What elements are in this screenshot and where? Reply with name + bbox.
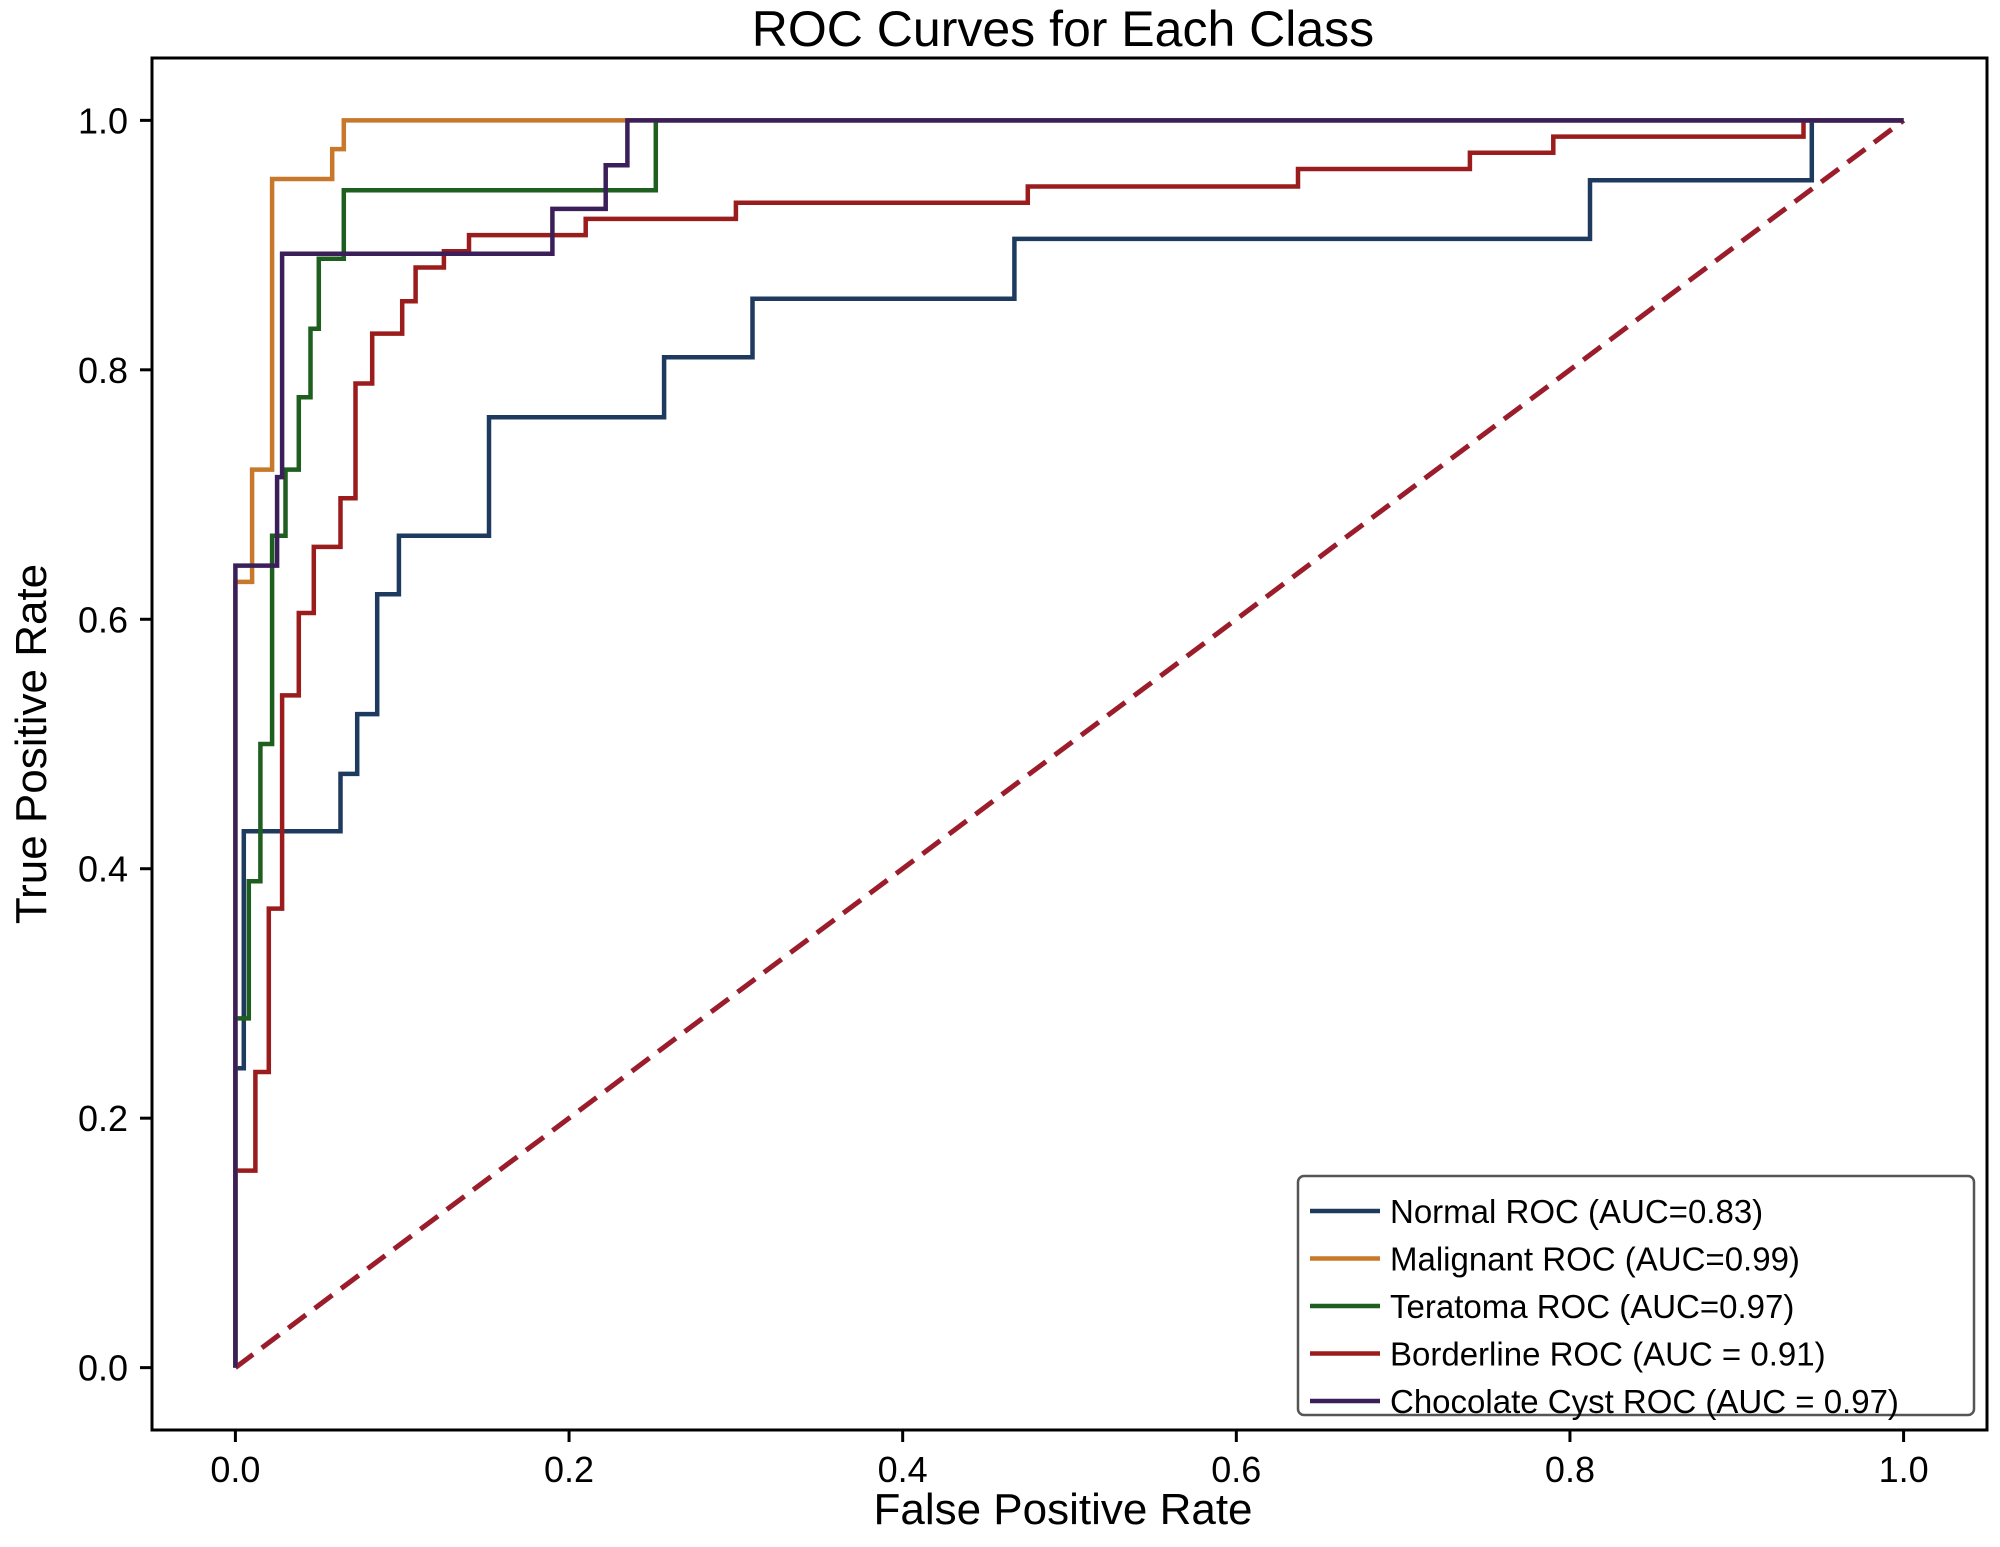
legend-box <box>1296 1174 1976 1417</box>
y-tick-label: 1.0 <box>78 100 128 141</box>
legend-label-borderline: Borderline ROC (AUC = 0.91) <box>1390 1336 1826 1373</box>
x-axis-label: False Positive Rate <box>873 1485 1252 1534</box>
chocolate-cyst-roc-curve <box>233 118 1904 1368</box>
legend-label-normal: Normal ROC (AUC=0.83) <box>1390 1193 1763 1230</box>
chance-line <box>233 118 1906 1370</box>
borderline-roc-curve <box>233 118 1904 1368</box>
x-axis: 0.0 0.2 0.4 0.6 0.8 1.0 <box>210 1430 1929 1490</box>
legend-label-teratoma: Teratoma ROC (AUC=0.97) <box>1390 1288 1794 1325</box>
malignant-roc-curve <box>233 118 1904 1368</box>
y-tick-label: 0.2 <box>78 1098 128 1139</box>
x-tick-label: 0.4 <box>878 1449 928 1490</box>
y-tick-label: 0.8 <box>78 350 128 391</box>
y-axis: 0.0 0.2 0.4 0.6 0.8 1.0 <box>78 100 152 1389</box>
legend-label-malignant: Malignant ROC (AUC=0.99) <box>1390 1241 1800 1278</box>
x-tick-label: 1.0 <box>1879 1449 1929 1490</box>
plot-frame <box>150 56 1989 1432</box>
y-tick-label: 0.6 <box>78 599 128 640</box>
chart-title: ROC Curves for Each Class <box>752 1 1374 57</box>
y-axis-label: True Positive Rate <box>7 564 56 924</box>
series-layer <box>233 118 1906 1370</box>
legend: Normal ROC (AUC=0.83) Malignant ROC (AUC=… <box>1296 1174 1976 1420</box>
legend-label-chocolate-cyst: Chocolate Cyst ROC (AUC = 0.97) <box>1390 1383 1899 1420</box>
x-tick-label: 0.0 <box>210 1449 260 1490</box>
y-tick-label: 0.0 <box>78 1348 128 1389</box>
normal-roc-curve <box>233 118 1904 1368</box>
x-tick-label: 0.8 <box>1545 1449 1595 1490</box>
x-tick-label: 0.2 <box>544 1449 594 1490</box>
x-tick-label: 0.6 <box>1211 1449 1261 1490</box>
teratoma-roc-curve <box>233 118 1904 1368</box>
y-tick-label: 0.4 <box>78 849 128 890</box>
